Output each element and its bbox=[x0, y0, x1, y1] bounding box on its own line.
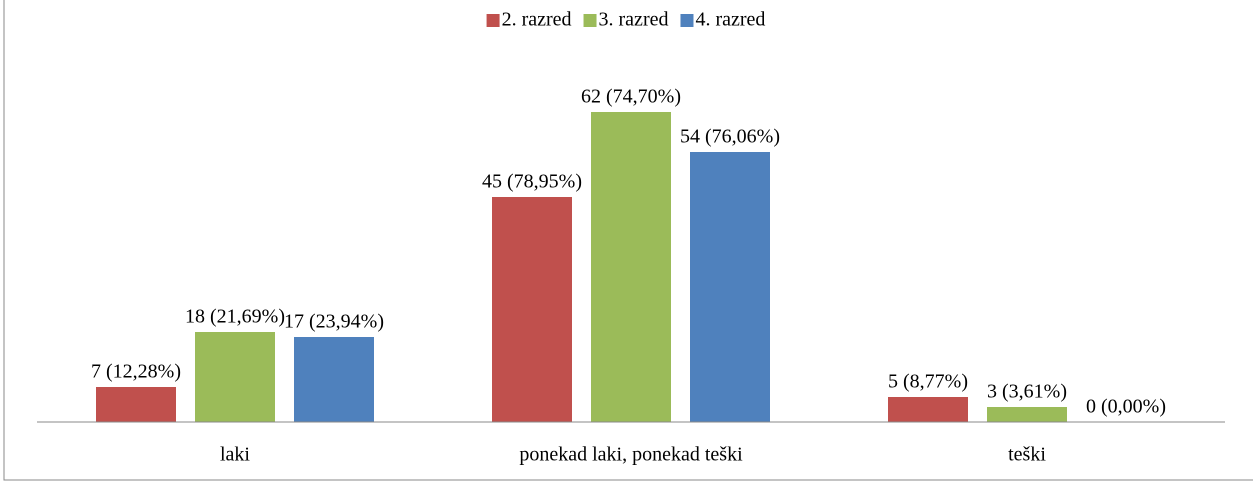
x-tick-label: ponekad laki, ponekad teški bbox=[519, 444, 743, 466]
x-tick-label: laki bbox=[220, 444, 250, 466]
bar bbox=[591, 112, 671, 422]
x-tick-label: teški bbox=[1008, 444, 1046, 466]
bar bbox=[492, 197, 572, 422]
bar bbox=[96, 387, 176, 422]
legend-swatch bbox=[680, 14, 694, 27]
value-label: 5 (8,77%) bbox=[888, 371, 968, 393]
chart-border bbox=[3, 0, 1253, 481]
value-label: 62 (74,70%) bbox=[581, 86, 681, 108]
legend-label: 2. razred bbox=[502, 9, 572, 31]
bar bbox=[294, 337, 374, 422]
value-label: 7 (12,28%) bbox=[91, 361, 181, 383]
legend-swatch bbox=[583, 14, 597, 27]
value-label: 18 (21,69%) bbox=[185, 306, 285, 328]
value-label: 45 (78,95%) bbox=[482, 171, 582, 193]
value-label: 0 (0,00%) bbox=[1086, 396, 1166, 418]
legend: 2. razred 3. razred 4. razred bbox=[486, 9, 765, 31]
bar bbox=[195, 332, 275, 422]
value-label: 54 (76,06%) bbox=[680, 126, 780, 148]
bar bbox=[888, 397, 968, 422]
legend-swatch bbox=[486, 14, 500, 27]
legend-label: 3. razred bbox=[599, 9, 669, 31]
value-label: 17 (23,94%) bbox=[284, 311, 384, 333]
value-label: 3 (3,61%) bbox=[987, 381, 1067, 403]
bar bbox=[987, 407, 1067, 422]
legend-label: 4. razred bbox=[695, 9, 765, 31]
bar bbox=[690, 152, 770, 422]
